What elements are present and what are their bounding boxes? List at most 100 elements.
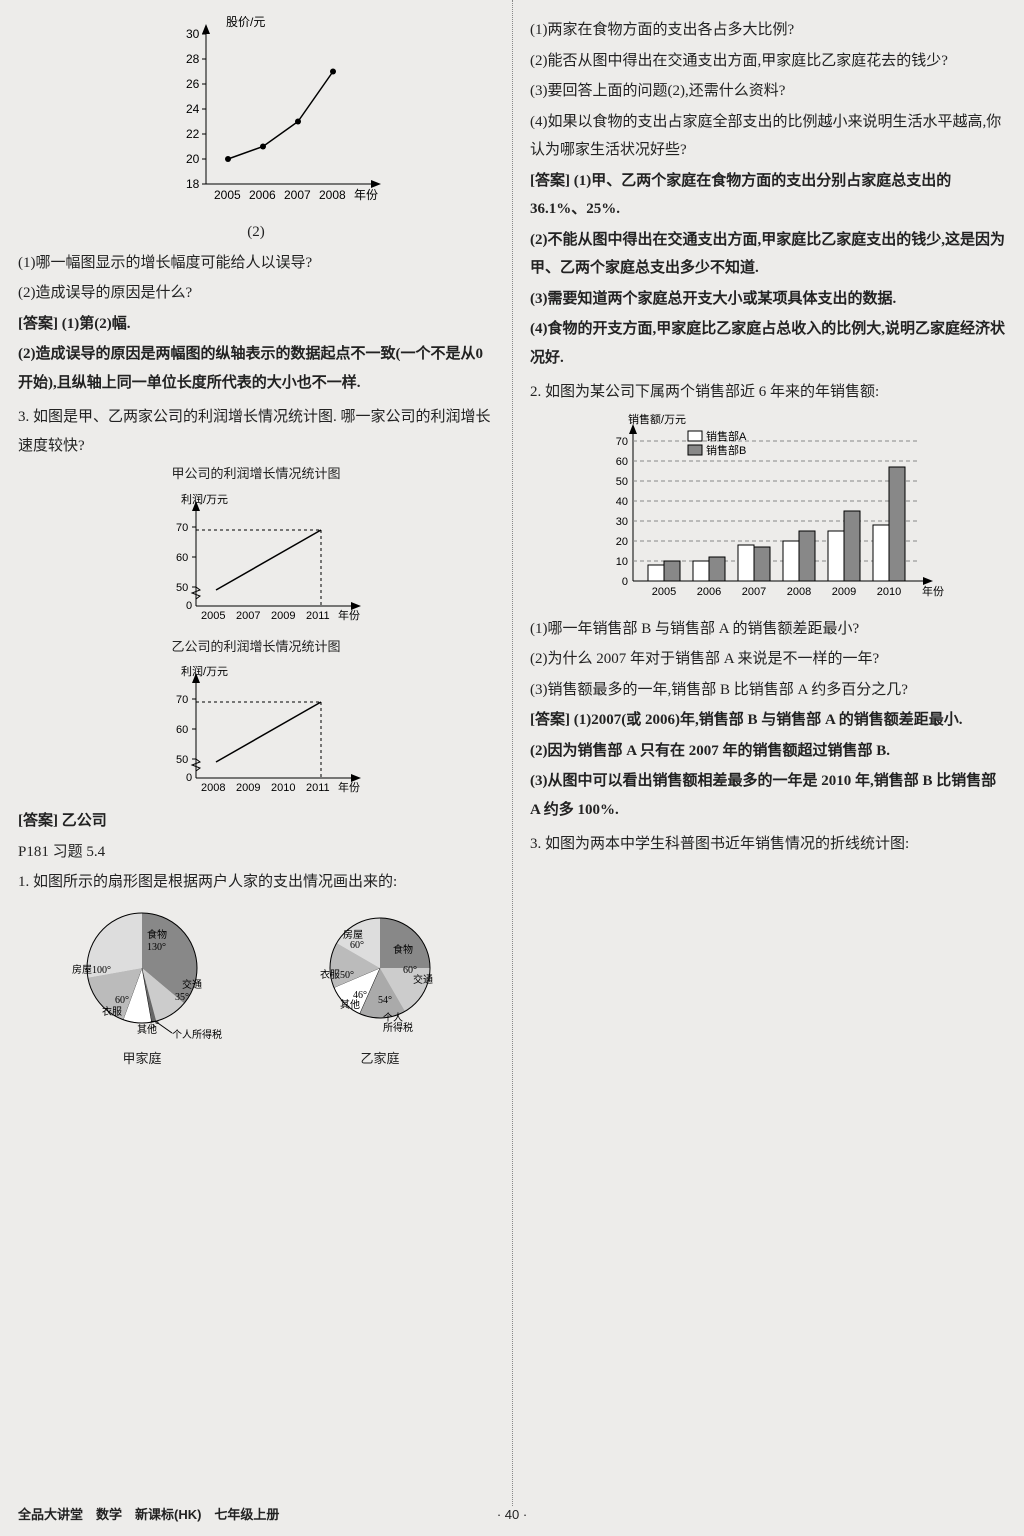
svg-text:销售额/万元: 销售额/万元 (628, 412, 686, 426)
right-column: (1)两家在食物方面的支出各占多大比例? (2)能否从图中得出在交通支出方面,甲… (512, 0, 1024, 1536)
rp3-intro: 3. 如图为两本中学生科普图书近年销售情况的折线统计图: (530, 830, 1006, 859)
svg-text:房屋100°: 房屋100° (72, 963, 111, 976)
svg-text:食物: 食物 (147, 928, 167, 941)
svg-text:50: 50 (176, 582, 188, 594)
footer-page: · 40 · (497, 1503, 527, 1528)
ans-label: [答案] (1)第(2)幅. (18, 310, 494, 339)
profit-chart-b: 乙公司的利润增长情况统计图 利润/万元 50 60 70 0 200820092… (18, 635, 494, 804)
svg-text:2007: 2007 (236, 610, 260, 622)
svg-text:54°: 54° (378, 995, 392, 1006)
svg-text:2009: 2009 (832, 586, 856, 598)
sales-bar-chart: 销售额/万元 01020 304050 6070 销售部 (530, 411, 1006, 611)
svg-text:70: 70 (176, 522, 188, 534)
svg-text:24: 24 (186, 102, 200, 116)
svg-text:2011: 2011 (306, 610, 330, 622)
svg-text:利润/万元: 利润/万元 (181, 492, 228, 506)
page-footer: 全品大讲堂 数学 新课标(HK) 七年级上册 · 40 · (0, 1503, 1024, 1528)
rq4: (4)如果以食物的支出占家庭全部支出的比例越小来说明生活水平越高,你认为哪家生活… (530, 108, 1006, 165)
svg-text:2009: 2009 (271, 610, 295, 622)
svg-text:28: 28 (186, 52, 200, 66)
svg-text:2008: 2008 (787, 586, 811, 598)
bans2: (2)因为销售部 A 只有在 2007 年的销售额超过销售部 B. (530, 737, 1006, 766)
svg-text:30: 30 (186, 27, 200, 41)
svg-text:食物: 食物 (393, 943, 413, 956)
chartB-title: 乙公司的利润增长情况统计图 (18, 635, 494, 660)
svg-text:60: 60 (176, 552, 188, 564)
svg-text:年份: 年份 (338, 780, 360, 794)
svg-text:销售部A: 销售部A (706, 429, 747, 443)
svg-text:26: 26 (186, 77, 200, 91)
svg-text:60: 60 (616, 456, 628, 468)
ans3: [答案] 乙公司 (18, 807, 494, 836)
svg-text:2006: 2006 (697, 586, 721, 598)
rans1: [答案] (1)甲、乙两个家庭在食物方面的支出分别占家庭总支出的 36.1%、2… (530, 167, 1006, 224)
svg-text:2005: 2005 (652, 586, 676, 598)
svg-text:交通: 交通 (182, 978, 202, 991)
svg-text:2010: 2010 (271, 782, 295, 794)
rq1: (1)两家在食物方面的支出各占多大比例? (530, 16, 1006, 45)
svg-text:35°: 35° (175, 992, 189, 1003)
bq1: (1)哪一年销售部 B 与销售部 A 的销售额差距最小? (530, 615, 1006, 644)
svg-text:2005: 2005 (201, 610, 225, 622)
svg-text:2007: 2007 (742, 586, 766, 598)
ans2: (2)造成误导的原因是两幅图的纵轴表示的数据起点不一致(一个不是从0开始),且纵… (18, 340, 494, 397)
svg-text:50: 50 (176, 754, 188, 766)
svg-text:个人所得税: 个人所得税 (172, 1028, 222, 1041)
profit-chart-a: 甲公司的利润增长情况统计图 利润/万元 50 60 70 0 2005 2007 2… (18, 462, 494, 631)
q1: (1)哪一幅图显示的增长幅度可能给人以误导? (18, 249, 494, 278)
svg-text:60°: 60° (115, 995, 129, 1006)
footer-left: 全品大讲堂 数学 新课标(HK) 七年级上册 (18, 1503, 279, 1528)
svg-text:20: 20 (616, 536, 628, 548)
chart2-caption: (2) (18, 218, 494, 247)
svg-text:70: 70 (616, 436, 628, 448)
svg-text:22: 22 (186, 127, 200, 141)
svg-text:衣服50°: 衣服50° (320, 968, 354, 981)
rq3: (3)要回答上面的问题(2),还需什么资料? (530, 77, 1006, 106)
rans3: (3)需要知道两个家庭总开支大小或某项具体支出的数据. (530, 285, 1006, 314)
svg-text:所得税: 所得税 (383, 1021, 413, 1034)
chartA-title: 甲公司的利润增长情况统计图 (18, 462, 494, 487)
p1-intro: 1. 如图所示的扇形图是根据两户人家的支出情况画出来的: (18, 868, 494, 897)
svg-text:2010: 2010 (877, 586, 901, 598)
svg-text:5°: 5° (150, 1020, 159, 1031)
rans2: (2)不能从图中得出在交通支出方面,甲家庭比乙家庭支出的钱少,这是因为甲、乙两个… (530, 226, 1006, 283)
svg-text:0: 0 (622, 576, 628, 588)
svg-text:60: 60 (176, 724, 188, 736)
left-column: 股价/元 18 20 22 24 26 28 30 (0, 0, 512, 1536)
p181: P181 习题 5.4 (18, 838, 494, 867)
svg-text:18: 18 (186, 177, 200, 191)
svg-text:2009: 2009 (236, 782, 260, 794)
column-divider (512, 0, 513, 1506)
svg-text:年份: 年份 (354, 188, 378, 202)
svg-text:10: 10 (616, 556, 628, 568)
pie-a: 食物130° 35°交通 其他 衣服60° 房屋100° 5° 个人所得税 甲家… (57, 899, 227, 1072)
rq2: (2)能否从图中得出在交通支出方面,甲家庭比乙家庭花去的钱少? (530, 47, 1006, 76)
svg-text:46°: 46° (353, 990, 367, 1001)
svg-text:70: 70 (176, 694, 188, 706)
svg-text:60°: 60° (350, 940, 364, 951)
svg-text:0: 0 (186, 600, 192, 612)
pie-b: 食物 交通60° 个人所得税54° 其他46° 衣服50° 房屋60° 乙家庭 (305, 899, 455, 1072)
svg-text:40: 40 (616, 496, 628, 508)
q2: (2)造成误导的原因是什么? (18, 279, 494, 308)
pieB-title: 乙家庭 (305, 1047, 455, 1072)
pie-row: 食物130° 35°交通 其他 衣服60° 房屋100° 5° 个人所得税 甲家… (18, 899, 494, 1072)
svg-text:20: 20 (186, 152, 200, 166)
svg-text:130°: 130° (147, 942, 166, 953)
svg-text:年份: 年份 (922, 584, 944, 598)
svg-text:60°: 60° (403, 965, 417, 976)
rans4: (4)食物的开支方面,甲家庭比乙家庭占总收入的比例大,说明乙家庭经济状况好. (530, 315, 1006, 372)
pieA-title: 甲家庭 (57, 1047, 227, 1072)
svg-text:30: 30 (616, 516, 628, 528)
svg-text:年份: 年份 (338, 608, 360, 622)
p3-intro: 3. 如图是甲、乙两家公司的利润增长情况统计图. 哪一家公司的利润增长速度较快? (18, 403, 494, 460)
bq3: (3)销售额最多的一年,销售部 B 比销售部 A 约多百分之几? (530, 676, 1006, 705)
svg-text:2008: 2008 (319, 188, 346, 202)
svg-text:利润/万元: 利润/万元 (181, 664, 228, 678)
svg-text:2007: 2007 (284, 188, 311, 202)
bans1: [答案] (1)2007(或 2006)年,销售部 B 与销售部 A 的销售额差… (530, 706, 1006, 735)
svg-text:2005: 2005 (214, 188, 241, 202)
svg-text:2008: 2008 (201, 782, 225, 794)
bans3: (3)从图中可以看出销售额相差最多的一年是 2010 年,销售部 B 比销售部 … (530, 767, 1006, 824)
svg-text:50: 50 (616, 476, 628, 488)
